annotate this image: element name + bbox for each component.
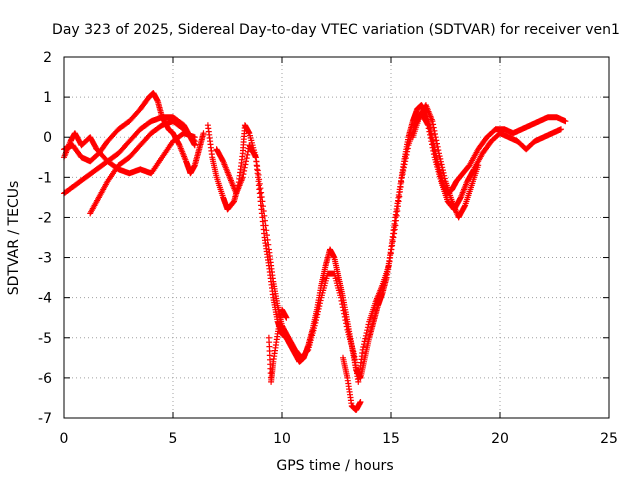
satellite-track-7 [265, 306, 290, 385]
y-tick-label: -6 [38, 371, 52, 387]
y-tick-label: -5 [38, 331, 52, 347]
x-tick-label: 20 [491, 431, 509, 447]
chart-grid [64, 57, 609, 418]
satellite-track-8 [340, 354, 364, 413]
x-tick-label: 15 [382, 431, 400, 447]
y-tick-label: 1 [43, 90, 52, 106]
chart-title: Day 323 of 2025, Sidereal Day-to-day VTE… [52, 22, 620, 38]
x-tick-label: 25 [600, 431, 618, 447]
y-tick-label: -2 [38, 210, 52, 226]
y-tick-label: 0 [43, 130, 52, 146]
data-points [61, 90, 569, 413]
y-tick-label: -3 [38, 251, 52, 267]
plot-frame [63, 56, 610, 419]
series-markers [340, 354, 364, 413]
series-markers [87, 118, 198, 217]
y-tick-label: 2 [43, 50, 52, 66]
x-tick-label: 0 [60, 431, 69, 447]
series-markers [213, 110, 564, 385]
satellite-track-9 [409, 102, 482, 221]
series-markers [265, 306, 290, 385]
x-tick-label: 5 [169, 431, 178, 447]
y-tick-label: -1 [38, 170, 52, 186]
y-tick-label: -4 [38, 291, 52, 307]
x-tick-label: 10 [273, 431, 291, 447]
y-tick-label: -7 [38, 411, 52, 427]
series-markers [204, 102, 569, 381]
x-axis-label: GPS time / hours [276, 458, 393, 474]
series-markers [409, 102, 482, 221]
axis-ticks: 0 5 10 15 20 25 -7 -6 -5 -4 -3 -2 -1 0 1 2 [38, 50, 618, 447]
satellite-track-5 [204, 102, 569, 381]
y-axis-label: SDTVAR / TECUs [6, 181, 22, 296]
satellite-track-4 [87, 118, 198, 217]
satellite-track-6 [213, 110, 564, 385]
